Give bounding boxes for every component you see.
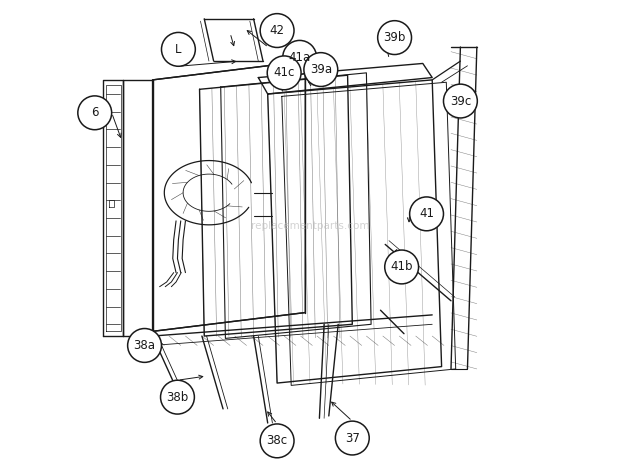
Circle shape (385, 250, 418, 284)
Circle shape (161, 32, 195, 66)
Text: 6: 6 (91, 106, 99, 119)
Circle shape (443, 84, 477, 118)
Text: 38a: 38a (133, 339, 156, 352)
Circle shape (260, 14, 294, 47)
Text: 41c: 41c (273, 66, 295, 79)
Text: 38b: 38b (166, 391, 188, 404)
Text: 41b: 41b (391, 260, 413, 274)
Text: 39a: 39a (310, 63, 332, 76)
Text: 38c: 38c (267, 434, 288, 447)
Circle shape (267, 56, 301, 90)
Circle shape (335, 421, 370, 455)
Text: 37: 37 (345, 431, 360, 445)
Circle shape (128, 329, 161, 362)
Text: 39c: 39c (450, 94, 471, 108)
Circle shape (161, 380, 195, 414)
Circle shape (410, 197, 443, 231)
Circle shape (304, 53, 338, 86)
Text: 41a: 41a (288, 51, 311, 64)
Circle shape (78, 96, 112, 130)
Circle shape (260, 424, 294, 458)
Text: replacementparts.com: replacementparts.com (250, 220, 370, 231)
Text: L: L (175, 43, 182, 56)
Text: 39b: 39b (383, 31, 405, 44)
Circle shape (283, 40, 317, 74)
Circle shape (378, 21, 412, 55)
Text: 41: 41 (419, 207, 434, 220)
Text: 42: 42 (270, 24, 285, 37)
